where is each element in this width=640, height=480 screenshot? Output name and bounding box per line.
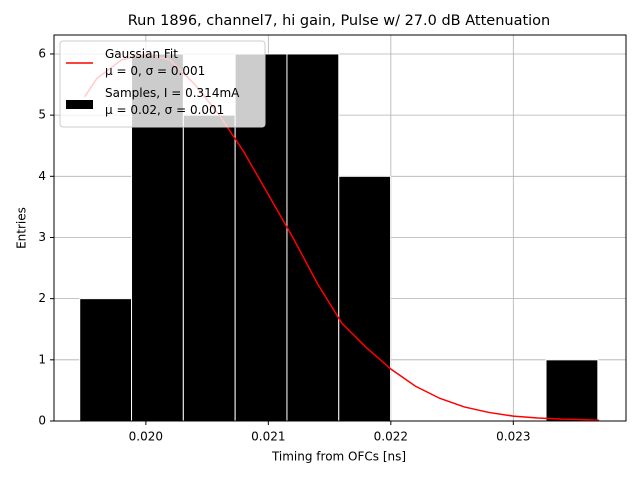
- legend-box: [59, 40, 266, 128]
- y-tick-label: 6: [38, 46, 46, 60]
- y-tick-label: 3: [38, 230, 46, 244]
- bar: [79, 298, 133, 422]
- x-tick-label: 0.021: [251, 430, 285, 444]
- x-tick-label: 0.020: [129, 430, 163, 444]
- x-tick-label: 0.022: [374, 430, 408, 444]
- legend-label: Gaussian Fit μ = 0, σ = 0.001: [105, 47, 205, 78]
- bar: [286, 53, 340, 422]
- y-tick-label: 4: [38, 169, 46, 183]
- bar: [545, 359, 599, 422]
- x-axis-label: Timing from OFCs [ns]: [271, 450, 406, 464]
- bar: [338, 175, 392, 422]
- y-tick-label: 0: [38, 414, 46, 428]
- y-tick-label: 1: [38, 352, 46, 366]
- bar: [182, 114, 236, 422]
- chart-title: Run 1896, channel7, hi gain, Pulse w/ 27…: [128, 13, 551, 29]
- legend-swatch: [66, 100, 93, 109]
- x-tick-label: 0.023: [496, 430, 530, 444]
- axes-frame: [53, 34, 627, 422]
- y-tick-label: 5: [38, 108, 46, 122]
- legend-label: Samples, I = 0.314mA μ = 0.02, σ = 0.001: [105, 86, 240, 117]
- y-tick-label: 2: [38, 291, 46, 305]
- y-axis-label: Entries: [15, 207, 29, 249]
